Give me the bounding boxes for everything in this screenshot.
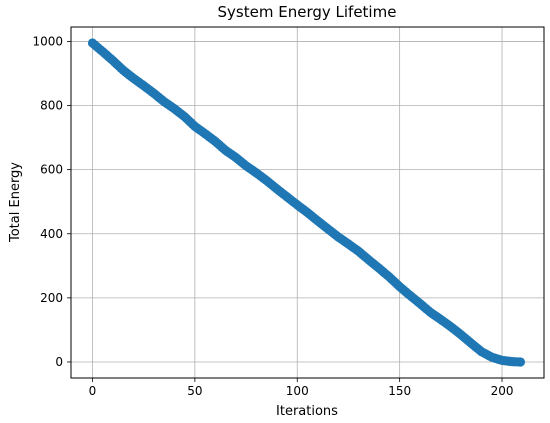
grid-layer <box>71 27 544 378</box>
data-points-layer <box>87 38 526 367</box>
x-tick-label: 200 <box>491 384 514 398</box>
y-axis-label: Total Energy <box>8 162 23 243</box>
chart-title: System Energy Lifetime <box>218 3 397 21</box>
x-tick-label: 100 <box>286 384 309 398</box>
x-tick-label: 0 <box>89 384 97 398</box>
x-tick-label: 50 <box>187 384 202 398</box>
data-point <box>515 357 526 367</box>
y-tick-label: 800 <box>40 99 63 113</box>
y-tick-label: 400 <box>40 227 63 241</box>
y-tick-label: 200 <box>40 291 63 305</box>
ticks-layer: 0 50 100 150 200 0 200 400 600 800 1000 <box>32 34 513 398</box>
x-axis-label: Iterations <box>276 404 338 419</box>
x-tick-label: 150 <box>388 384 411 398</box>
plot-area-frame <box>70 26 545 379</box>
y-tick-label: 0 <box>55 355 63 369</box>
y-tick-label: 600 <box>40 163 63 177</box>
y-tick-label: 1000 <box>32 34 63 48</box>
